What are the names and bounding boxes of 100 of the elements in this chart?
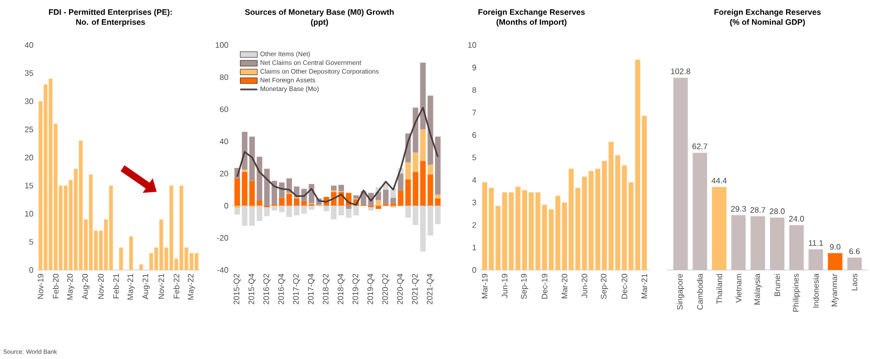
x-tick-label: 2015-Q2 <box>234 274 241 304</box>
chart-subtitle: (ppt) <box>311 19 328 26</box>
data-label: 62.7 <box>692 144 708 150</box>
bar <box>278 198 285 206</box>
x-tick-label: 2019-Q2 <box>352 274 360 304</box>
y-tick-label: 8 <box>472 87 476 93</box>
bar <box>331 186 337 190</box>
x-tick-label: Malaysia <box>754 274 762 304</box>
x-tick-label: 2017-Q4 <box>308 274 316 304</box>
x-tick-label: 2018-Q2 <box>322 274 330 304</box>
bar <box>129 236 133 270</box>
bar <box>294 206 300 216</box>
x-tick-label: 2020-Q2 <box>382 274 390 304</box>
data-label: 9.0 <box>830 244 840 250</box>
data-label: 44.4 <box>712 178 727 184</box>
data-label: 28.7 <box>750 207 766 213</box>
y-tick-label: 20 <box>24 154 34 160</box>
x-tick-label: Laos <box>852 274 858 290</box>
x-tick-label: Dec-19 <box>542 274 548 299</box>
y-tick-label: 10 <box>25 210 34 217</box>
bar <box>119 248 123 270</box>
y-tick-label: 40 <box>24 42 34 48</box>
bar <box>673 78 688 270</box>
x-tick-label: 2021-Q2 <box>412 274 420 304</box>
y-tick-label: 0 <box>29 267 34 273</box>
bar <box>376 206 382 209</box>
bar <box>346 208 352 218</box>
bar <box>383 190 389 204</box>
bar <box>435 206 441 224</box>
bar <box>731 215 746 270</box>
bar <box>398 174 404 190</box>
x-tick-label: Feb-21 <box>113 274 119 298</box>
y-tick-label: 100 <box>216 42 228 48</box>
bar <box>428 164 434 174</box>
x-tick-label: Jun-19 <box>502 274 508 298</box>
x-tick-label: Philippines <box>792 274 800 312</box>
x-tick-label: Singapore <box>676 274 684 310</box>
y-tick-label: 6 <box>472 132 476 138</box>
chart-title: Foreign Exchange Reserves <box>478 9 585 16</box>
bar <box>286 206 292 217</box>
y-tick-label: 1 <box>472 244 476 250</box>
data-label: 6.6 <box>849 248 860 254</box>
y-tick-label: -40 <box>217 267 228 273</box>
y-tick-label: 5 <box>29 239 34 245</box>
bar <box>770 218 784 270</box>
bar <box>331 206 337 220</box>
bar <box>750 216 766 270</box>
chart-title: Foreign Exchange Reserves <box>714 9 821 16</box>
x-tick-label: Nov-20 <box>98 274 104 299</box>
bar <box>435 194 441 198</box>
y-tick-label: -20 <box>217 235 228 241</box>
data-label: 102.8 <box>671 68 690 74</box>
bar <box>278 206 285 212</box>
bar <box>847 258 862 270</box>
x-tick-label: Nov-19 <box>38 274 44 299</box>
y-tick-label: 80 <box>220 74 228 80</box>
bar <box>692 152 708 270</box>
bar <box>482 182 488 270</box>
x-tick-label: Indonesia <box>812 274 819 308</box>
chart-title: FDI - Permitted Enterprises (PE): <box>49 9 172 16</box>
x-tick-label: Brunei <box>774 274 780 296</box>
bar <box>428 96 434 165</box>
x-tick-label: Feb-20 <box>52 274 59 298</box>
x-tick-label: Myanmar <box>832 274 839 306</box>
bar <box>353 206 359 216</box>
bar <box>642 116 647 270</box>
x-tick-label: 2020-Q4 <box>397 274 404 304</box>
y-tick-label: 5 <box>472 154 476 160</box>
bar <box>398 190 404 206</box>
y-tick-label: 15 <box>25 182 34 188</box>
bar <box>338 206 344 216</box>
bar <box>376 200 382 206</box>
bar <box>242 206 248 226</box>
x-tick-label: Sep-20 <box>600 274 608 299</box>
x-tick-label: Aug-21 <box>142 274 150 300</box>
y-tick-label: 3 <box>472 200 476 206</box>
x-tick-label: 2017-Q2 <box>293 274 300 304</box>
x-tick-label: Vietnam <box>736 274 742 303</box>
x-tick-label: 2016-Q2 <box>263 274 270 304</box>
y-tick-label: 60 <box>220 106 228 112</box>
bar <box>346 206 352 209</box>
y-tick-label: 0 <box>224 202 228 209</box>
bar <box>242 172 248 206</box>
x-tick-label: Mar-20 <box>562 274 568 298</box>
x-tick-label: May-22 <box>188 274 196 300</box>
y-tick-label: 9 <box>472 64 476 70</box>
x-tick-label: Nov-21 <box>158 274 164 299</box>
bar <box>789 225 804 270</box>
x-tick-label: 2016-Q4 <box>278 274 286 304</box>
bar <box>428 206 434 236</box>
bar <box>428 174 434 206</box>
y-tick-label: 2 <box>472 222 476 228</box>
x-tick-label: Cambodia <box>696 274 703 310</box>
y-tick-label: 35 <box>24 70 34 76</box>
chart-subtitle: No. of Enterprises <box>76 19 145 26</box>
x-tick-label: 2019-Q4 <box>367 274 374 304</box>
bar <box>294 198 300 206</box>
x-tick-label: May-20 <box>67 274 74 300</box>
y-tick-label: 4 <box>472 177 476 183</box>
bar <box>338 184 344 192</box>
